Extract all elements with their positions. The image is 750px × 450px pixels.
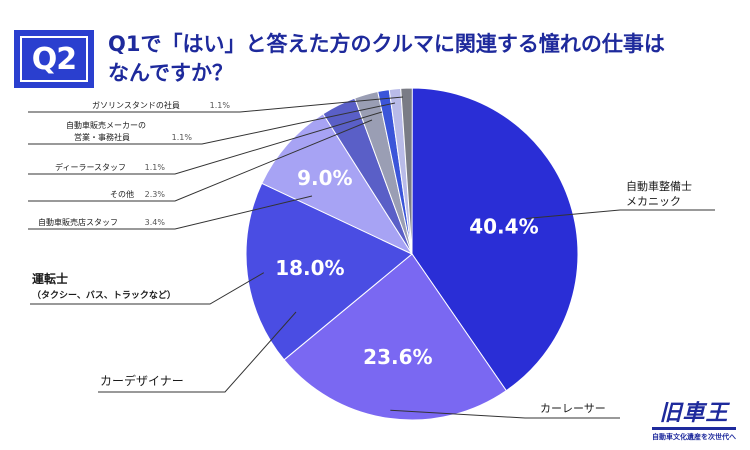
title-line-1: Q1で「はい」と答えた方のクルマに関連する憧れの仕事は xyxy=(108,32,665,56)
leader-line xyxy=(28,96,404,113)
logo-mark: 旧車王 xyxy=(652,401,736,430)
category-label: カーデザイナー xyxy=(100,373,184,388)
outside-value-label: 3.4% xyxy=(145,218,166,227)
category-label: 自動車販売メーカーの xyxy=(66,120,146,130)
question-number: Q2 xyxy=(31,41,77,77)
category-label: ガソリンスタンドの社員 xyxy=(92,100,180,110)
brand-logo: 旧車王 自動車文化遺産を次世代へ xyxy=(652,401,736,442)
pie-slice xyxy=(261,113,414,256)
category-label: カーレーサー xyxy=(540,402,606,415)
leader-line xyxy=(390,409,620,419)
leader-line xyxy=(28,195,313,230)
leader-line xyxy=(526,209,715,219)
category-label: （タクシー、バス、トラックなど） xyxy=(32,289,176,301)
category-label: メカニック xyxy=(626,195,681,208)
question-badge: Q2 xyxy=(14,30,94,88)
pie-slice xyxy=(245,182,413,361)
title-line-2: なんですか？ xyxy=(108,61,233,85)
category-label: 自動車整備士 xyxy=(626,179,692,193)
logo-tagline: 自動車文化遺産を次世代へ xyxy=(652,433,736,441)
slice-value-label: 9.0% xyxy=(297,166,352,190)
outside-value-label: 2.3% xyxy=(145,190,166,199)
pie-slice xyxy=(283,253,507,421)
slice-value-label: 23.6% xyxy=(363,345,432,369)
leader-line xyxy=(98,311,297,393)
category-label: 自動車販売店スタッフ xyxy=(38,217,118,227)
pie-slice xyxy=(400,87,413,255)
outside-value-label: 1.1% xyxy=(172,133,193,142)
pie-slice xyxy=(411,87,579,392)
leader-line xyxy=(30,272,265,305)
page-title: Q1で「はい」と答えた方のクルマに関連する憧れの仕事は なんですか？ xyxy=(108,30,728,88)
category-label: 営業・事務社員 xyxy=(74,132,130,142)
outside-value-label: 1.1% xyxy=(145,163,166,172)
leader-line xyxy=(28,102,396,145)
leader-line xyxy=(28,111,383,175)
slice-value-label: 18.0% xyxy=(275,256,344,280)
outside-value-label: 1.1% xyxy=(210,101,231,110)
category-label: その他 xyxy=(110,189,134,199)
category-label: ディーラースタッフ xyxy=(55,162,126,172)
category-label: 運転士 xyxy=(32,271,68,286)
leader-line xyxy=(28,119,373,202)
